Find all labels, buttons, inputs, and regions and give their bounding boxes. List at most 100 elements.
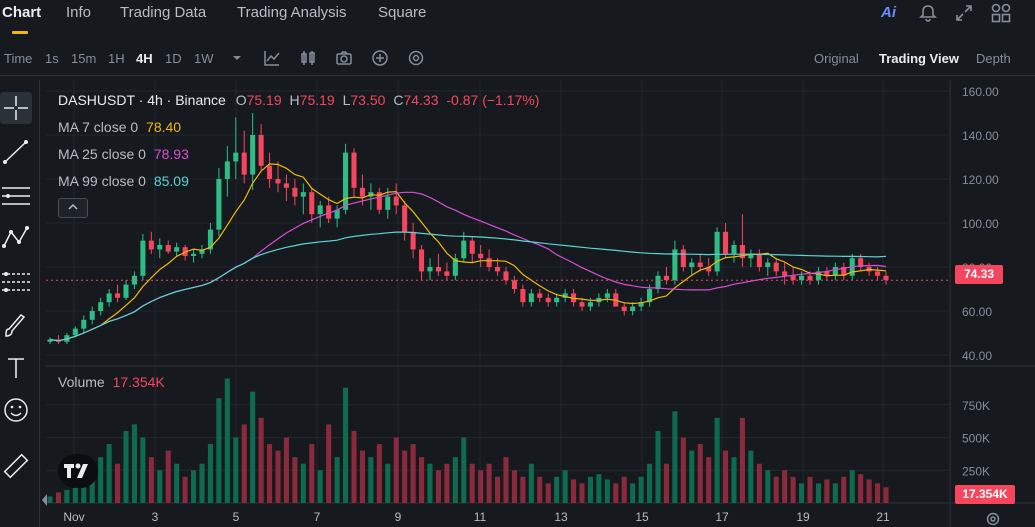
- volume-bar: [748, 450, 754, 503]
- volume-bar: [596, 474, 602, 503]
- tab-info[interactable]: Info: [66, 4, 92, 21]
- emoji-tool[interactable]: [0, 394, 32, 426]
- candle-body: [292, 187, 298, 197]
- volume-bar: [520, 476, 526, 503]
- tab-chart[interactable]: Chart: [2, 4, 42, 21]
- axes: 160.00140.00120.00100.0080.0060.0040.007…: [63, 85, 999, 524]
- volume-bar: [165, 450, 171, 503]
- volume-bar: [140, 437, 146, 503]
- candle-body: [326, 205, 332, 219]
- volume-bar: [410, 444, 416, 503]
- ma7-legend: MA 7 close 0 78.40: [58, 119, 181, 135]
- volume-bar: [875, 483, 881, 503]
- price-tick-label: 120.00: [962, 173, 999, 187]
- volume-bar: [604, 479, 610, 503]
- tradingview-logo[interactable]: [58, 454, 98, 488]
- crosshair-tool[interactable]: [0, 92, 32, 124]
- candlestick-type-icon[interactable]: [299, 49, 317, 67]
- pattern-tool[interactable]: [0, 222, 32, 254]
- candle-body: [562, 293, 568, 298]
- chart-settings-gear-icon[interactable]: [984, 510, 1002, 527]
- collapse-toolbar-button[interactable]: [36, 484, 52, 516]
- chart-toolbar: Time 1s 15m 1H 4H 1D 1W: [0, 40, 1035, 76]
- time-tick-label: 11: [474, 510, 487, 524]
- view-depth[interactable]: Depth: [976, 51, 1011, 66]
- add-indicator-icon[interactable]: [371, 49, 389, 67]
- candle-body: [630, 306, 636, 311]
- volume-bar: [858, 474, 864, 503]
- interval-15m[interactable]: 15m: [71, 51, 97, 66]
- view-trading-view[interactable]: Trading View: [879, 51, 959, 66]
- horizontal-lines-icon: [2, 187, 30, 205]
- chevron-down-icon[interactable]: [228, 49, 246, 67]
- text-tool[interactable]: [0, 352, 32, 384]
- candle-body: [157, 245, 163, 250]
- interval-1h[interactable]: 1H: [108, 51, 125, 66]
- smiley-icon: [4, 398, 28, 422]
- tab-square[interactable]: Square: [378, 4, 427, 21]
- candle-body: [334, 209, 340, 219]
- expand-icon[interactable]: [954, 3, 974, 23]
- price-tick-label: 40.00: [962, 349, 992, 363]
- volume-bar: [224, 378, 230, 503]
- tab-trading-analysis[interactable]: Trading Analysis: [237, 4, 347, 21]
- ruler-tool[interactable]: [0, 450, 32, 482]
- candle-body: [174, 247, 180, 252]
- volume-bar: [435, 470, 441, 503]
- tradingview-logo-icon: [64, 463, 88, 478]
- volume-bar: [191, 470, 197, 503]
- volume-bar: [444, 463, 450, 503]
- volume-bar: [419, 457, 425, 503]
- volume-bar: [343, 387, 349, 503]
- volume-bar: [790, 476, 796, 503]
- price-tick-label: 60.00: [962, 305, 992, 319]
- bell-icon[interactable]: [918, 3, 938, 23]
- interval-4h[interactable]: 4H: [136, 51, 153, 66]
- volume-bar: [571, 479, 577, 503]
- trendline-tool[interactable]: [0, 136, 32, 168]
- candle-body: [309, 192, 315, 215]
- candle-body: [402, 205, 408, 232]
- volume-bar: [393, 437, 399, 503]
- interval-1s[interactable]: 1s: [45, 51, 59, 66]
- camera-icon[interactable]: [335, 49, 353, 67]
- time-tick-label: 9: [395, 510, 402, 524]
- fib-tool[interactable]: [0, 266, 32, 298]
- candle-body: [165, 245, 171, 252]
- volume-legend: Volume 17.354K: [58, 374, 165, 390]
- settings-icon[interactable]: [407, 49, 425, 67]
- candle-body: [199, 249, 205, 254]
- volume-bar: [841, 476, 847, 503]
- volume-bar: [478, 470, 484, 503]
- volume-bar: [537, 476, 543, 503]
- candle-body: [807, 275, 813, 281]
- indicator-chart-icon[interactable]: [263, 49, 281, 67]
- interval-1d[interactable]: 1D: [165, 51, 182, 66]
- tab-trading-data[interactable]: Trading Data: [120, 4, 207, 21]
- view-original[interactable]: Original: [814, 51, 859, 66]
- horizontal-lines-tool[interactable]: [0, 180, 32, 212]
- ma99-legend: MA 99 close 0 85.09: [58, 173, 189, 189]
- volume-bar: [486, 463, 492, 503]
- ma25-legend: MA 25 close 0 78.93: [58, 146, 189, 162]
- fibonacci-icon: [2, 272, 30, 292]
- candle-body: [233, 152, 239, 162]
- candle-body: [317, 205, 323, 215]
- brush-tool[interactable]: [0, 310, 32, 342]
- candle-body: [621, 306, 627, 311]
- candle-body: [47, 339, 53, 342]
- candle-body: [799, 275, 805, 281]
- candle-body: [258, 135, 264, 166]
- ai-button[interactable]: Ai: [881, 4, 896, 21]
- volume-bar: [376, 444, 382, 503]
- interval-1w[interactable]: 1W: [194, 51, 214, 66]
- volume-bar: [495, 476, 501, 503]
- ma7-line: [49, 163, 887, 342]
- candle-body: [841, 267, 847, 276]
- candle-body: [663, 275, 669, 281]
- candle-body: [131, 275, 137, 285]
- volume-bar: [680, 437, 686, 503]
- collapse-legend-button[interactable]: [58, 198, 88, 218]
- layout-grid-icon[interactable]: [990, 2, 1012, 24]
